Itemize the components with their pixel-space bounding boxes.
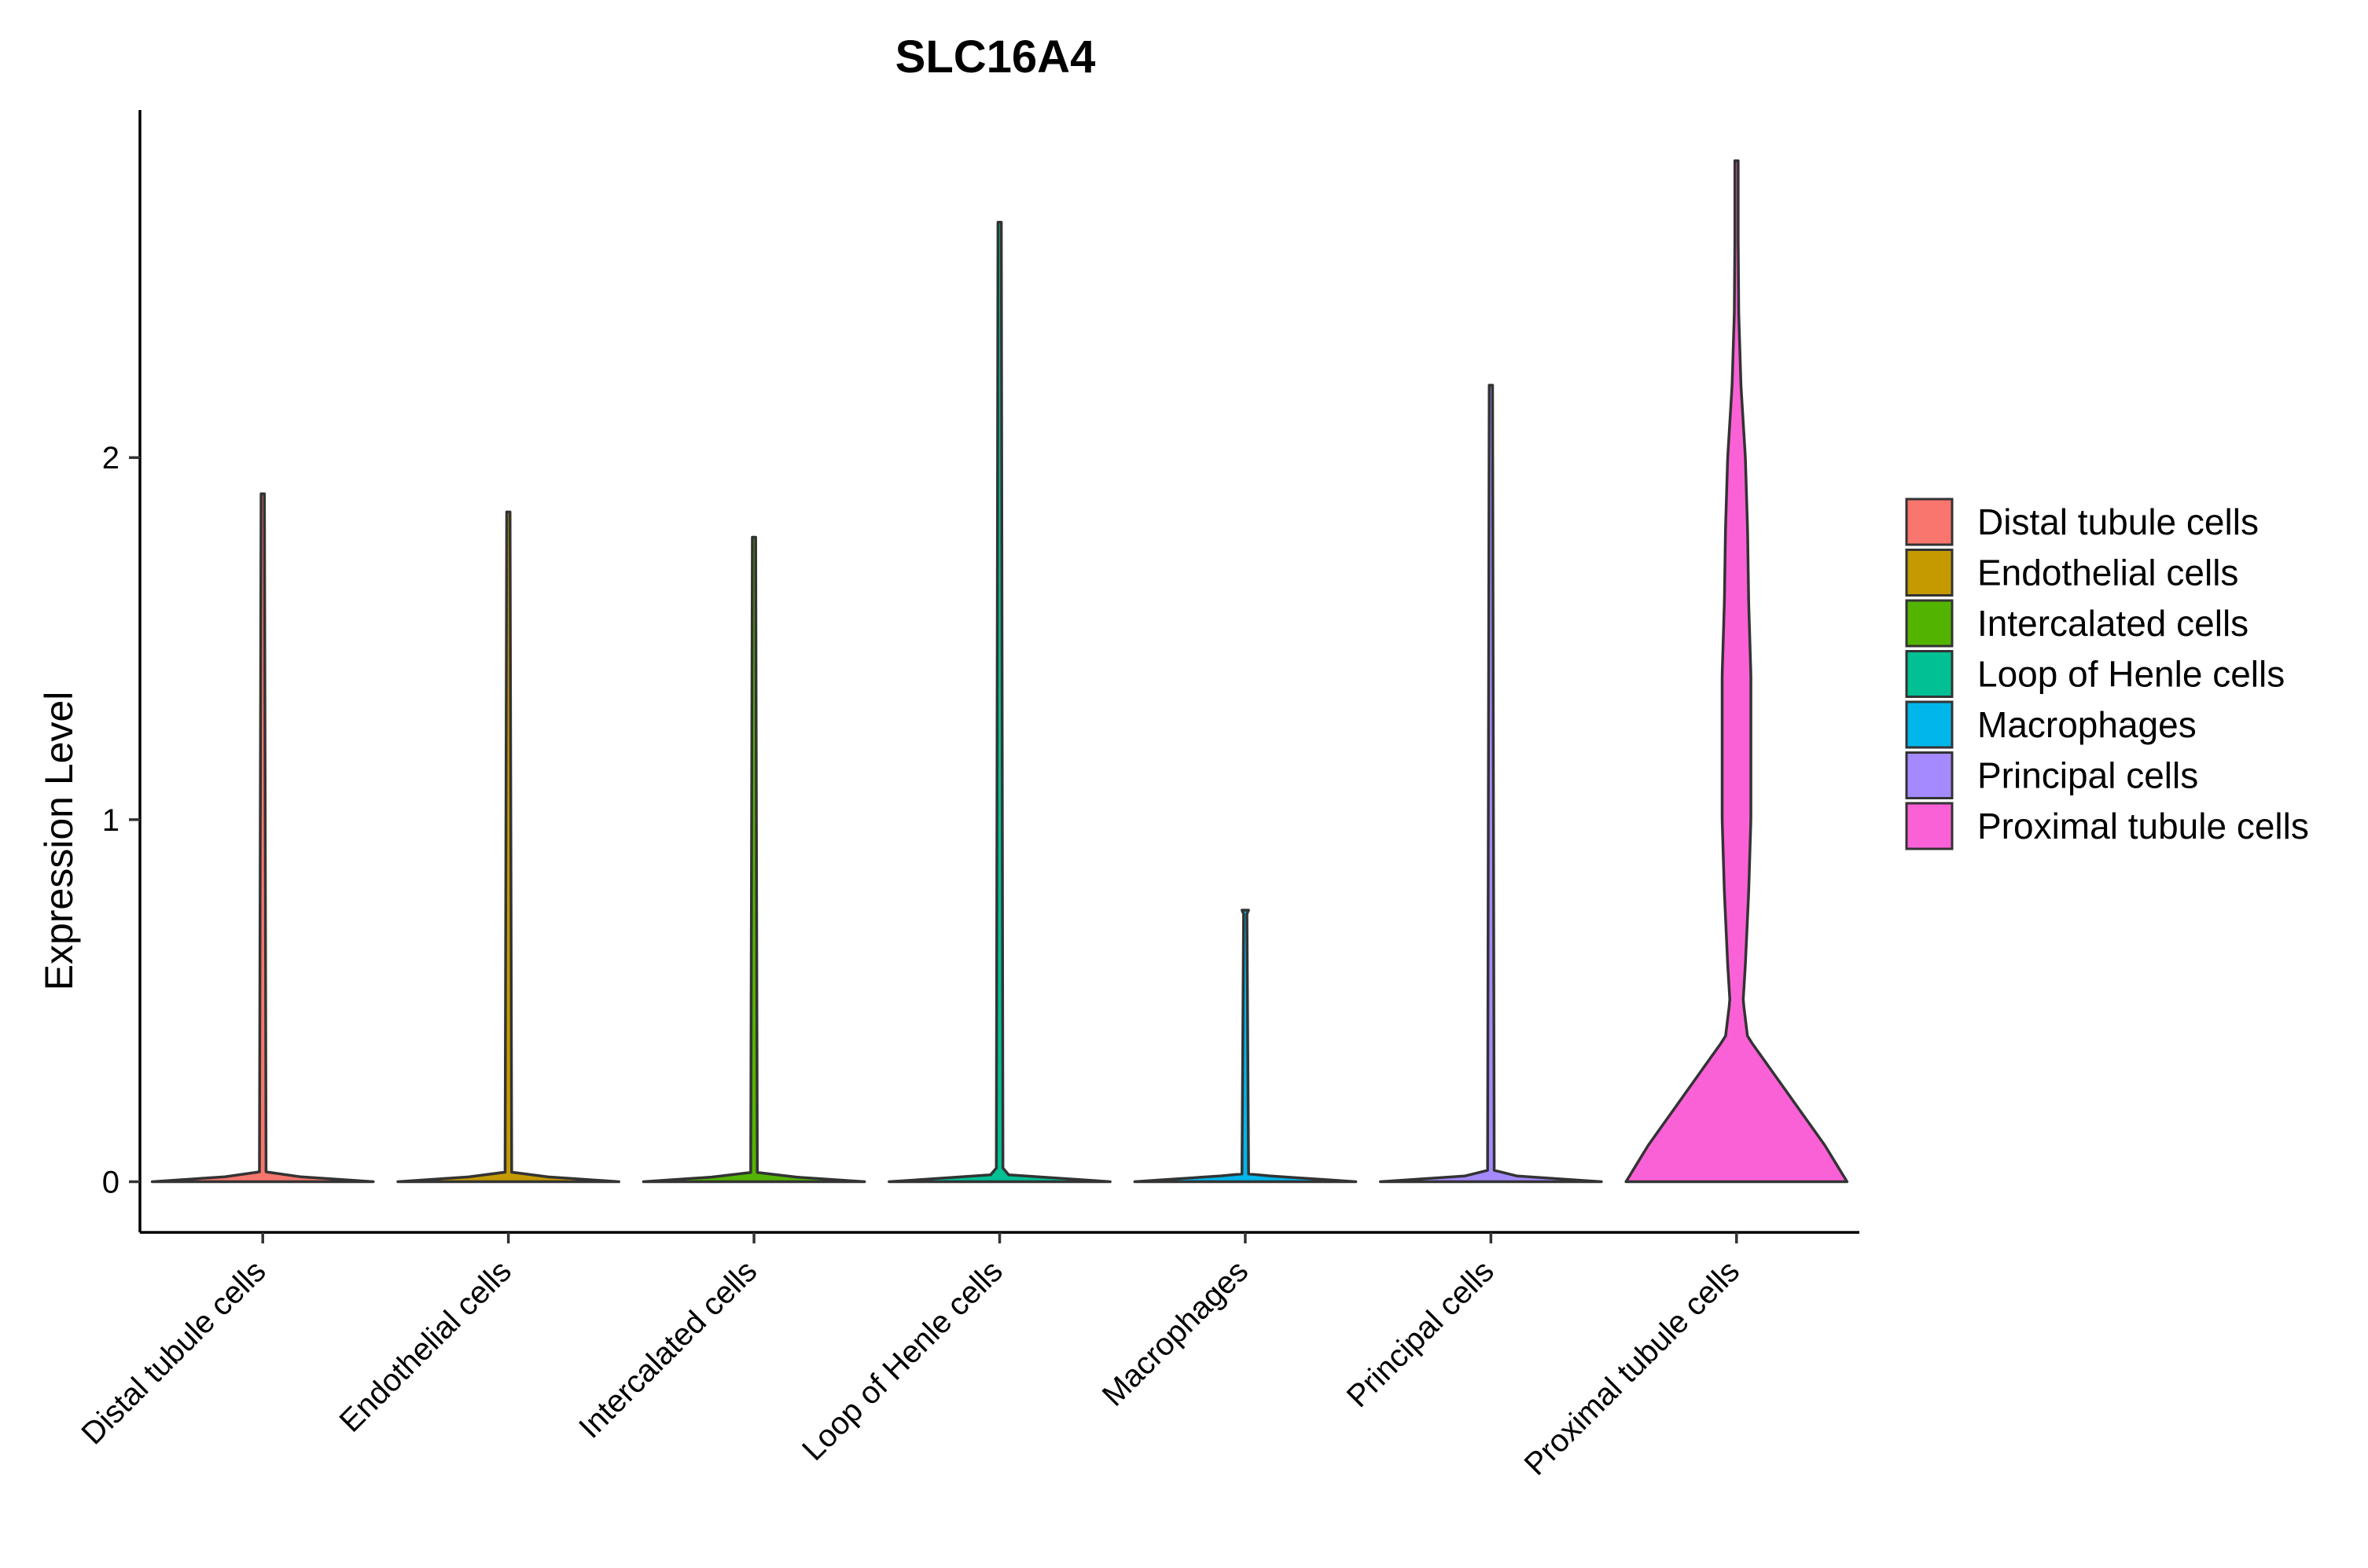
x-tick-label: Macrophages [1096, 1254, 1255, 1412]
legend-label: Principal cells [1977, 755, 2198, 796]
violin-intercalated-cells [642, 535, 866, 1184]
legend-key-intercalated-cells [1905, 599, 1954, 648]
legend-key-loop-of-henle-cells [1905, 650, 1954, 698]
violin-macrophages [1133, 909, 1358, 1184]
x-tick-label: Distal tubule cells [75, 1254, 272, 1451]
legend-label: Loop of Henle cells [1977, 654, 2285, 695]
x-tick-label: Principal cells [1340, 1254, 1501, 1414]
legend-key-principal-cells [1905, 751, 1954, 799]
legend-key-distal-tubule-cells [1905, 498, 1954, 546]
legend-label: Proximal tubule cells [1977, 806, 2309, 846]
violin-endothelial-cells [396, 510, 620, 1184]
y-tick-label: 0 [102, 1166, 120, 1200]
legend-key-proximal-tubule-cells [1905, 802, 1954, 850]
plot-area [150, 159, 1849, 1184]
legend-label: Macrophages [1977, 704, 2197, 745]
legend: Distal tubule cells Endothelial cells Inte… [1905, 498, 2309, 850]
legend-key-macrophages [1905, 700, 1954, 749]
legend-label: Distal tubule cells [1977, 501, 2259, 542]
axes: 0 1 2 Distal tubule cells Endothelial cells I… [75, 110, 1859, 1482]
violin-distal-tubule-cells [150, 492, 375, 1184]
x-tick-label: Loop of Henle cells [796, 1254, 1009, 1467]
legend-key-endothelial-cells [1905, 549, 1954, 597]
legend-label: Intercalated cells [1977, 603, 2248, 644]
y-tick-label: 1 [102, 803, 120, 838]
y-tick-label: 2 [102, 441, 120, 476]
violin-loop-of-henle-cells [888, 221, 1112, 1184]
y-axis-title: Expression Level [37, 692, 81, 991]
violin-proximal-tubule-cells [1624, 159, 1849, 1184]
x-tick-label: Intercalated cells [572, 1254, 763, 1445]
chart-title: SLC16A4 [895, 31, 1096, 83]
violin-principal-cells [1379, 384, 1603, 1184]
legend-label: Endothelial cells [1977, 553, 2238, 593]
x-tick-label: Endothelial cells [333, 1254, 518, 1439]
x-tick-label: Proximal tubule cells [1518, 1254, 1746, 1482]
